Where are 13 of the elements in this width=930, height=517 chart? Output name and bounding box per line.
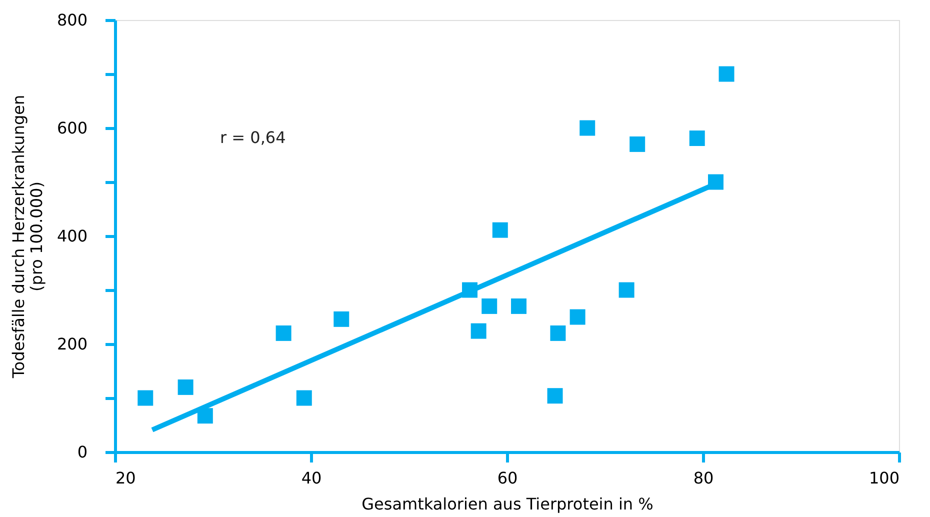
y-axis-title: Todesfälle durch Herzerkrankungen (pro 100.000) xyxy=(8,94,46,380)
x-tick-label: 100 xyxy=(868,468,900,488)
x-tick-label: 60 xyxy=(497,468,518,488)
x-tick-label: 80 xyxy=(693,468,714,488)
x-tick-label: 40 xyxy=(301,468,322,488)
y-tick-label: 400 xyxy=(56,226,88,246)
annotation: r = 0,64 xyxy=(220,128,286,147)
x-axis-title: Gesamtkalorien aus Tierprotein in % xyxy=(362,494,654,514)
x-tick-label: 20 xyxy=(116,468,136,488)
y-tick-label: 200 xyxy=(56,334,88,354)
y-tick-label: 800 xyxy=(56,10,88,30)
y-tick-label: 600 xyxy=(56,118,88,138)
y-tick-label: 0 xyxy=(77,442,88,462)
